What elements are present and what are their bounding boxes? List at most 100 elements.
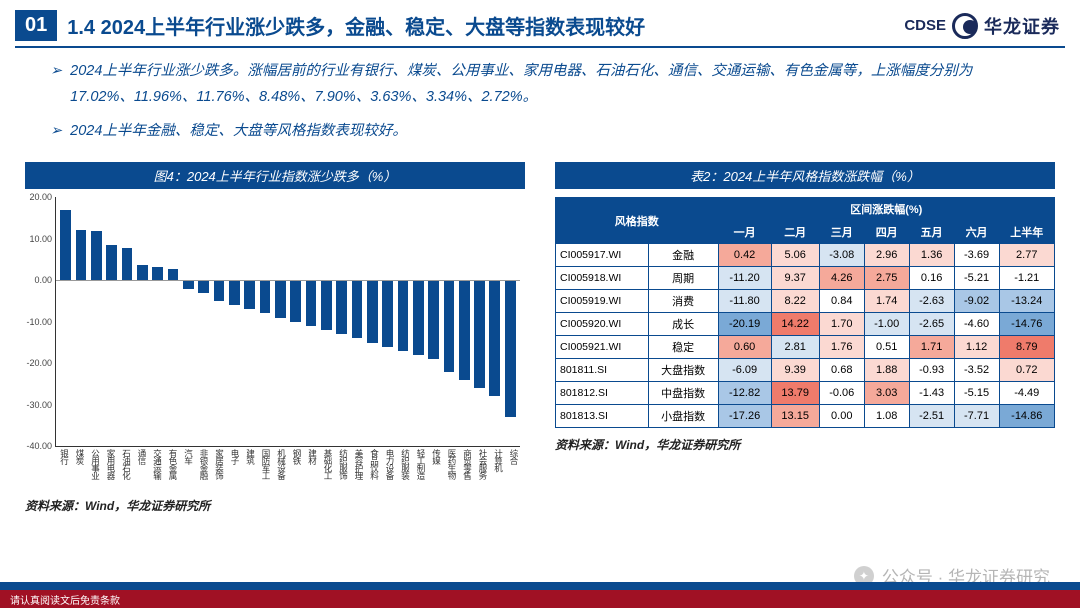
x-axis-label: 基础化工: [319, 449, 335, 489]
bar: [152, 267, 163, 281]
bar: [489, 280, 500, 396]
cell-name: 周期: [648, 267, 718, 290]
cell-value: 13.79: [771, 382, 819, 405]
th-month: 一月: [718, 221, 771, 244]
slide-footer: 请认真阅读文后免责条款: [0, 582, 1080, 608]
x-axis-label: 食品饮料: [365, 449, 381, 489]
bar: [76, 230, 87, 280]
x-axis-label: 电子: [226, 449, 242, 489]
cell-name: 中盘指数: [648, 382, 718, 405]
th-month: 三月: [819, 221, 864, 244]
cell-value: -0.06: [819, 382, 864, 405]
cell-value: -5.15: [954, 382, 999, 405]
cell-value: 5.06: [771, 244, 819, 267]
cell-value: 2.75: [864, 267, 909, 290]
logo-cdse-text: CDSE: [904, 17, 946, 34]
style-index-table: 风格指数区间涨跌幅(%)一月二月三月四月五月六月上半年CI005917.WI金融…: [555, 197, 1055, 428]
x-axis-label: 非银金融: [195, 449, 211, 489]
table-row: CI005921.WI稳定0.602.811.760.511.711.128.7…: [556, 336, 1055, 359]
bar: [398, 280, 409, 351]
cell-value: 8.79: [999, 336, 1054, 359]
cell-value: 0.42: [718, 244, 771, 267]
cell-code: CI005918.WI: [556, 267, 649, 290]
cell-value: -4.60: [954, 313, 999, 336]
x-axis-label: 建筑: [241, 449, 257, 489]
bar: [336, 280, 347, 334]
th-month: 六月: [954, 221, 999, 244]
cell-value: -7.71: [954, 405, 999, 428]
x-axis-label: 纺织服饰: [334, 449, 350, 489]
cell-value: -9.02: [954, 290, 999, 313]
bar-chart: -40.00-30.00-20.00-10.000.0010.0020.00: [55, 197, 520, 447]
bullet-item: ➢2024上半年行业涨少跌多。涨幅居前的行业有银行、煤炭、公用事业、家用电器、石…: [50, 58, 1030, 110]
table-source: 资料来源：Wind，华龙证券研究所: [555, 436, 1055, 453]
cell-value: -20.19: [718, 313, 771, 336]
cell-value: -17.26: [718, 405, 771, 428]
cell-value: 0.51: [864, 336, 909, 359]
table-title: 表2：2024上半年风格指数涨跌幅（%）: [555, 162, 1055, 189]
x-axis-label: 美容护理: [350, 449, 366, 489]
bullet-list: ➢2024上半年行业涨少跌多。涨幅居前的行业有银行、煤炭、公用事业、家用电器、石…: [0, 58, 1080, 144]
cell-value: -12.82: [718, 382, 771, 405]
bar: [91, 231, 102, 280]
cell-code: 801812.SI: [556, 382, 649, 405]
cell-value: 1.71: [909, 336, 954, 359]
x-axis-label: 交通运输: [148, 449, 164, 489]
cell-value: -3.69: [954, 244, 999, 267]
cell-value: 14.22: [771, 313, 819, 336]
table-row: 801812.SI中盘指数-12.8213.79-0.063.03-1.43-5…: [556, 382, 1055, 405]
cell-value: 8.22: [771, 290, 819, 313]
bar: [306, 280, 317, 326]
bar: [244, 280, 255, 309]
th-month: 四月: [864, 221, 909, 244]
bar: [183, 280, 194, 288]
cell-code: CI005919.WI: [556, 290, 649, 313]
x-axis-label: 综合: [505, 449, 521, 489]
logo-swirl-icon: [952, 13, 978, 39]
cell-value: 0.00: [819, 405, 864, 428]
x-axis-label: 石油石化: [117, 449, 133, 489]
cell-value: 4.26: [819, 267, 864, 290]
cell-value: -13.24: [999, 290, 1054, 313]
x-axis-label: 机械设备: [272, 449, 288, 489]
cell-value: 1.08: [864, 405, 909, 428]
table-panel: 表2：2024上半年风格指数涨跌幅（%） 风格指数区间涨跌幅(%)一月二月三月四…: [555, 162, 1055, 514]
cell-name: 消费: [648, 290, 718, 313]
cell-value: -4.49: [999, 382, 1054, 405]
cell-value: -11.20: [718, 267, 771, 290]
x-axis-label: 通信: [133, 449, 149, 489]
bar: [168, 269, 179, 280]
th-month: 五月: [909, 221, 954, 244]
bar: [459, 280, 470, 380]
bar: [106, 245, 117, 280]
cell-value: -14.76: [999, 313, 1054, 336]
x-axis-label: 银行: [55, 449, 71, 489]
bullet-item: ➢2024上半年金融、稳定、大盘等风格指数表现较好。: [50, 118, 1030, 144]
cell-value: -0.93: [909, 359, 954, 382]
table-row: CI005920.WI成长-20.1914.221.70-1.00-2.65-4…: [556, 313, 1055, 336]
x-axis-label: 传媒: [427, 449, 443, 489]
cell-value: -5.21: [954, 267, 999, 290]
cell-name: 金融: [648, 244, 718, 267]
bar: [505, 280, 516, 417]
cell-value: -3.08: [819, 244, 864, 267]
cell-code: CI005921.WI: [556, 336, 649, 359]
bar: [214, 280, 225, 301]
cell-value: 1.12: [954, 336, 999, 359]
x-axis-label: 家居装饰: [210, 449, 226, 489]
cell-value: 0.16: [909, 267, 954, 290]
bar: [428, 280, 439, 359]
bar: [321, 280, 332, 330]
x-axis-label: 轻工制造: [412, 449, 428, 489]
cell-value: 2.96: [864, 244, 909, 267]
bar: [275, 280, 286, 317]
bullet-text: 2024上半年行业涨少跌多。涨幅居前的行业有银行、煤炭、公用事业、家用电器、石油…: [70, 58, 1030, 110]
bar: [290, 280, 301, 322]
x-axis-label: 纺织服装: [396, 449, 412, 489]
x-axis-label: 汽车: [179, 449, 195, 489]
cell-value: 2.77: [999, 244, 1054, 267]
cell-value: -14.86: [999, 405, 1054, 428]
bar: [60, 210, 71, 281]
table-row: CI005917.WI金融0.425.06-3.082.961.36-3.692…: [556, 244, 1055, 267]
slide-header: 01 1.4 2024上半年行业涨少跌多，金融、稳定、大盘等指数表现较好 CDS…: [0, 0, 1080, 46]
